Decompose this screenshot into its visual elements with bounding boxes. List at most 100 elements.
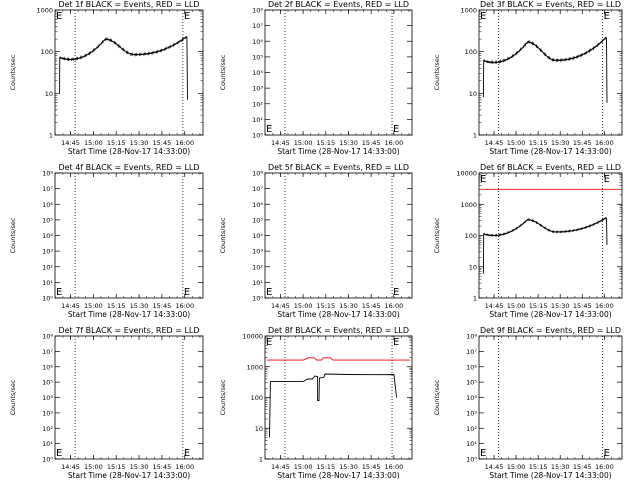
y-tick-label: 10⁵ xyxy=(466,379,477,387)
x-tick-label: 15:15 xyxy=(107,139,126,147)
x-tick-label: 15:30 xyxy=(339,139,358,147)
x-tick-label: 14:45 xyxy=(271,302,290,310)
y-tick-label: 10⁸ xyxy=(466,333,477,341)
x-axis-label: Start Time (28-Nov-17 14:33:00) xyxy=(68,310,190,319)
x-tick-label: 15:15 xyxy=(316,302,335,310)
x-tick-label: 15:30 xyxy=(339,463,358,471)
y-tick-label: 10² xyxy=(252,263,263,271)
panel-det-1f: Det 1f BLACK = Events, RED = LLD 1 10 100 10… xyxy=(9,0,204,156)
y-tick-label: 10¹ xyxy=(252,116,263,124)
y-tick-label: 100 xyxy=(251,394,263,402)
y-tick-label: 10⁴ xyxy=(252,232,263,240)
panel-title: Det 9f BLACK = Events, RED = LLD xyxy=(480,326,621,335)
y-tick-label: 1 xyxy=(49,132,53,140)
panel-det-6f: Det 6f BLACK = Events, RED = LLD 1 10 100 10… xyxy=(433,163,623,319)
y-tick-label: 10³ xyxy=(252,85,263,93)
events-series-line xyxy=(269,373,398,438)
x-tick-label: 14:45 xyxy=(271,139,290,147)
events-series-line xyxy=(59,36,188,100)
x-tick-label: 14:45 xyxy=(61,139,80,147)
y-tick-label: 1 xyxy=(473,132,477,140)
y-tick-label: 10⁰ xyxy=(252,295,263,303)
y-axis-label: Counts/sec xyxy=(9,54,17,90)
edge-marker-start: E xyxy=(480,448,486,459)
plot-frame xyxy=(54,335,204,460)
x-tick-label: 16:00 xyxy=(384,139,403,147)
plot-frame xyxy=(54,172,204,299)
edge-marker-end: E xyxy=(184,287,190,298)
x-tick-label: 15:45 xyxy=(362,302,381,310)
x-tick-label: 16:00 xyxy=(595,139,614,147)
x-tick-label: 15:00 xyxy=(507,139,526,147)
y-tick-label: 10² xyxy=(42,263,53,271)
panel-title: Det 7f BLACK = Events, RED = LLD xyxy=(58,326,199,335)
edge-marker-end: E xyxy=(393,124,399,135)
panel-title: Det 1f BLACK = Events, RED = LLD xyxy=(58,0,199,9)
x-tick-label: 16:00 xyxy=(175,463,194,471)
y-tick-label: 10¹ xyxy=(42,440,53,448)
x-axis-label: Start Time (28-Nov-17 14:33:00) xyxy=(489,310,611,319)
x-tick-label: 15:30 xyxy=(551,463,570,471)
x-tick-label: 15:00 xyxy=(84,139,103,147)
x-tick-label: 16:00 xyxy=(595,302,614,310)
edge-marker-end: E xyxy=(604,11,610,22)
x-tick-label: 15:00 xyxy=(507,302,526,310)
y-tick-label: 10 xyxy=(469,263,477,271)
panel-title: Det 5f BLACK = Events, RED = LLD xyxy=(268,163,409,172)
y-tick-label: 10³ xyxy=(42,409,53,417)
x-tick-label: 15:30 xyxy=(130,463,149,471)
x-tick-label: 15:45 xyxy=(573,463,592,471)
x-tick-label: 15:15 xyxy=(107,463,126,471)
y-tick-label: 10⁵ xyxy=(42,379,53,387)
y-tick-label: 10⁶ xyxy=(252,201,263,209)
panel-det-4f: Det 4f BLACK = Events, RED = LLD 10⁰ 10¹ 10… xyxy=(9,163,204,319)
panel-title: Det 3f BLACK = Events, RED = LLD xyxy=(480,0,621,9)
x-tick-label: 15:00 xyxy=(84,463,103,471)
y-tick-label: 10⁶ xyxy=(42,201,53,209)
y-tick-label: 10⁶ xyxy=(42,363,53,371)
x-tick-label: 15:00 xyxy=(294,139,313,147)
panel-det-7f: Det 7f BLACK = Events, RED = LLD 10⁰ 10¹ 10… xyxy=(9,326,204,480)
y-tick-label: 10⁴ xyxy=(42,232,53,240)
events-series-line xyxy=(482,217,608,274)
y-tick-label: 10⁶ xyxy=(466,363,477,371)
edge-marker-end: E xyxy=(604,448,610,459)
x-axis-label: Start Time (28-Nov-17 14:33:00) xyxy=(489,147,611,156)
x-tick-label: 16:00 xyxy=(175,302,194,310)
y-tick-label: 1 xyxy=(473,295,477,303)
plot-frame xyxy=(478,9,623,136)
y-tick-label: 10⁸ xyxy=(252,7,263,15)
panel-det-5f: Det 5f BLACK = Events, RED = LLD 10⁰ 10¹ 10… xyxy=(219,163,413,319)
y-tick-label: 10³ xyxy=(252,248,263,256)
panel-title: Det 2f BLACK = Events, RED = LLD xyxy=(268,0,409,9)
y-axis-label: Counts/sec xyxy=(433,379,441,415)
x-tick-label: 14:45 xyxy=(485,302,504,310)
x-tick-label: 15:30 xyxy=(551,302,570,310)
y-tick-label: 10⁵ xyxy=(252,216,263,224)
x-axis-label: Start Time (28-Nov-17 14:33:00) xyxy=(277,471,399,480)
x-tick-label: 15:45 xyxy=(153,139,172,147)
y-tick-label: 10⁴ xyxy=(466,394,477,402)
y-tick-label: 10000 xyxy=(242,333,263,341)
y-tick-label: 10⁶ xyxy=(252,38,263,46)
y-tick-label: 10² xyxy=(42,425,53,433)
y-tick-label: 10 xyxy=(469,90,477,98)
y-tick-label: 10⁷ xyxy=(252,185,263,193)
edge-marker-start: E xyxy=(266,124,272,135)
y-tick-label: 10 xyxy=(45,90,53,98)
x-tick-label: 14:45 xyxy=(485,139,504,147)
edge-marker-start: E xyxy=(56,287,62,298)
x-tick-label: 16:00 xyxy=(175,139,194,147)
edge-marker-start: E xyxy=(56,448,62,459)
plot-frame xyxy=(264,335,413,460)
y-tick-label: 10 xyxy=(255,425,263,433)
x-tick-label: 15:45 xyxy=(573,302,592,310)
x-axis-label: Start Time (28-Nov-17 14:33:00) xyxy=(489,471,611,480)
y-tick-label: 10⁸ xyxy=(252,170,263,178)
lld-series-line xyxy=(266,357,411,361)
panel-det-8f: Det 8f BLACK = Events, RED = LLD 1 10 100 10… xyxy=(219,326,413,480)
y-tick-label: 100 xyxy=(465,232,477,240)
x-axis-label: Start Time (28-Nov-17 14:33:00) xyxy=(277,310,399,319)
y-tick-label: 1000 xyxy=(460,7,477,15)
y-tick-label: 100 xyxy=(465,48,477,56)
